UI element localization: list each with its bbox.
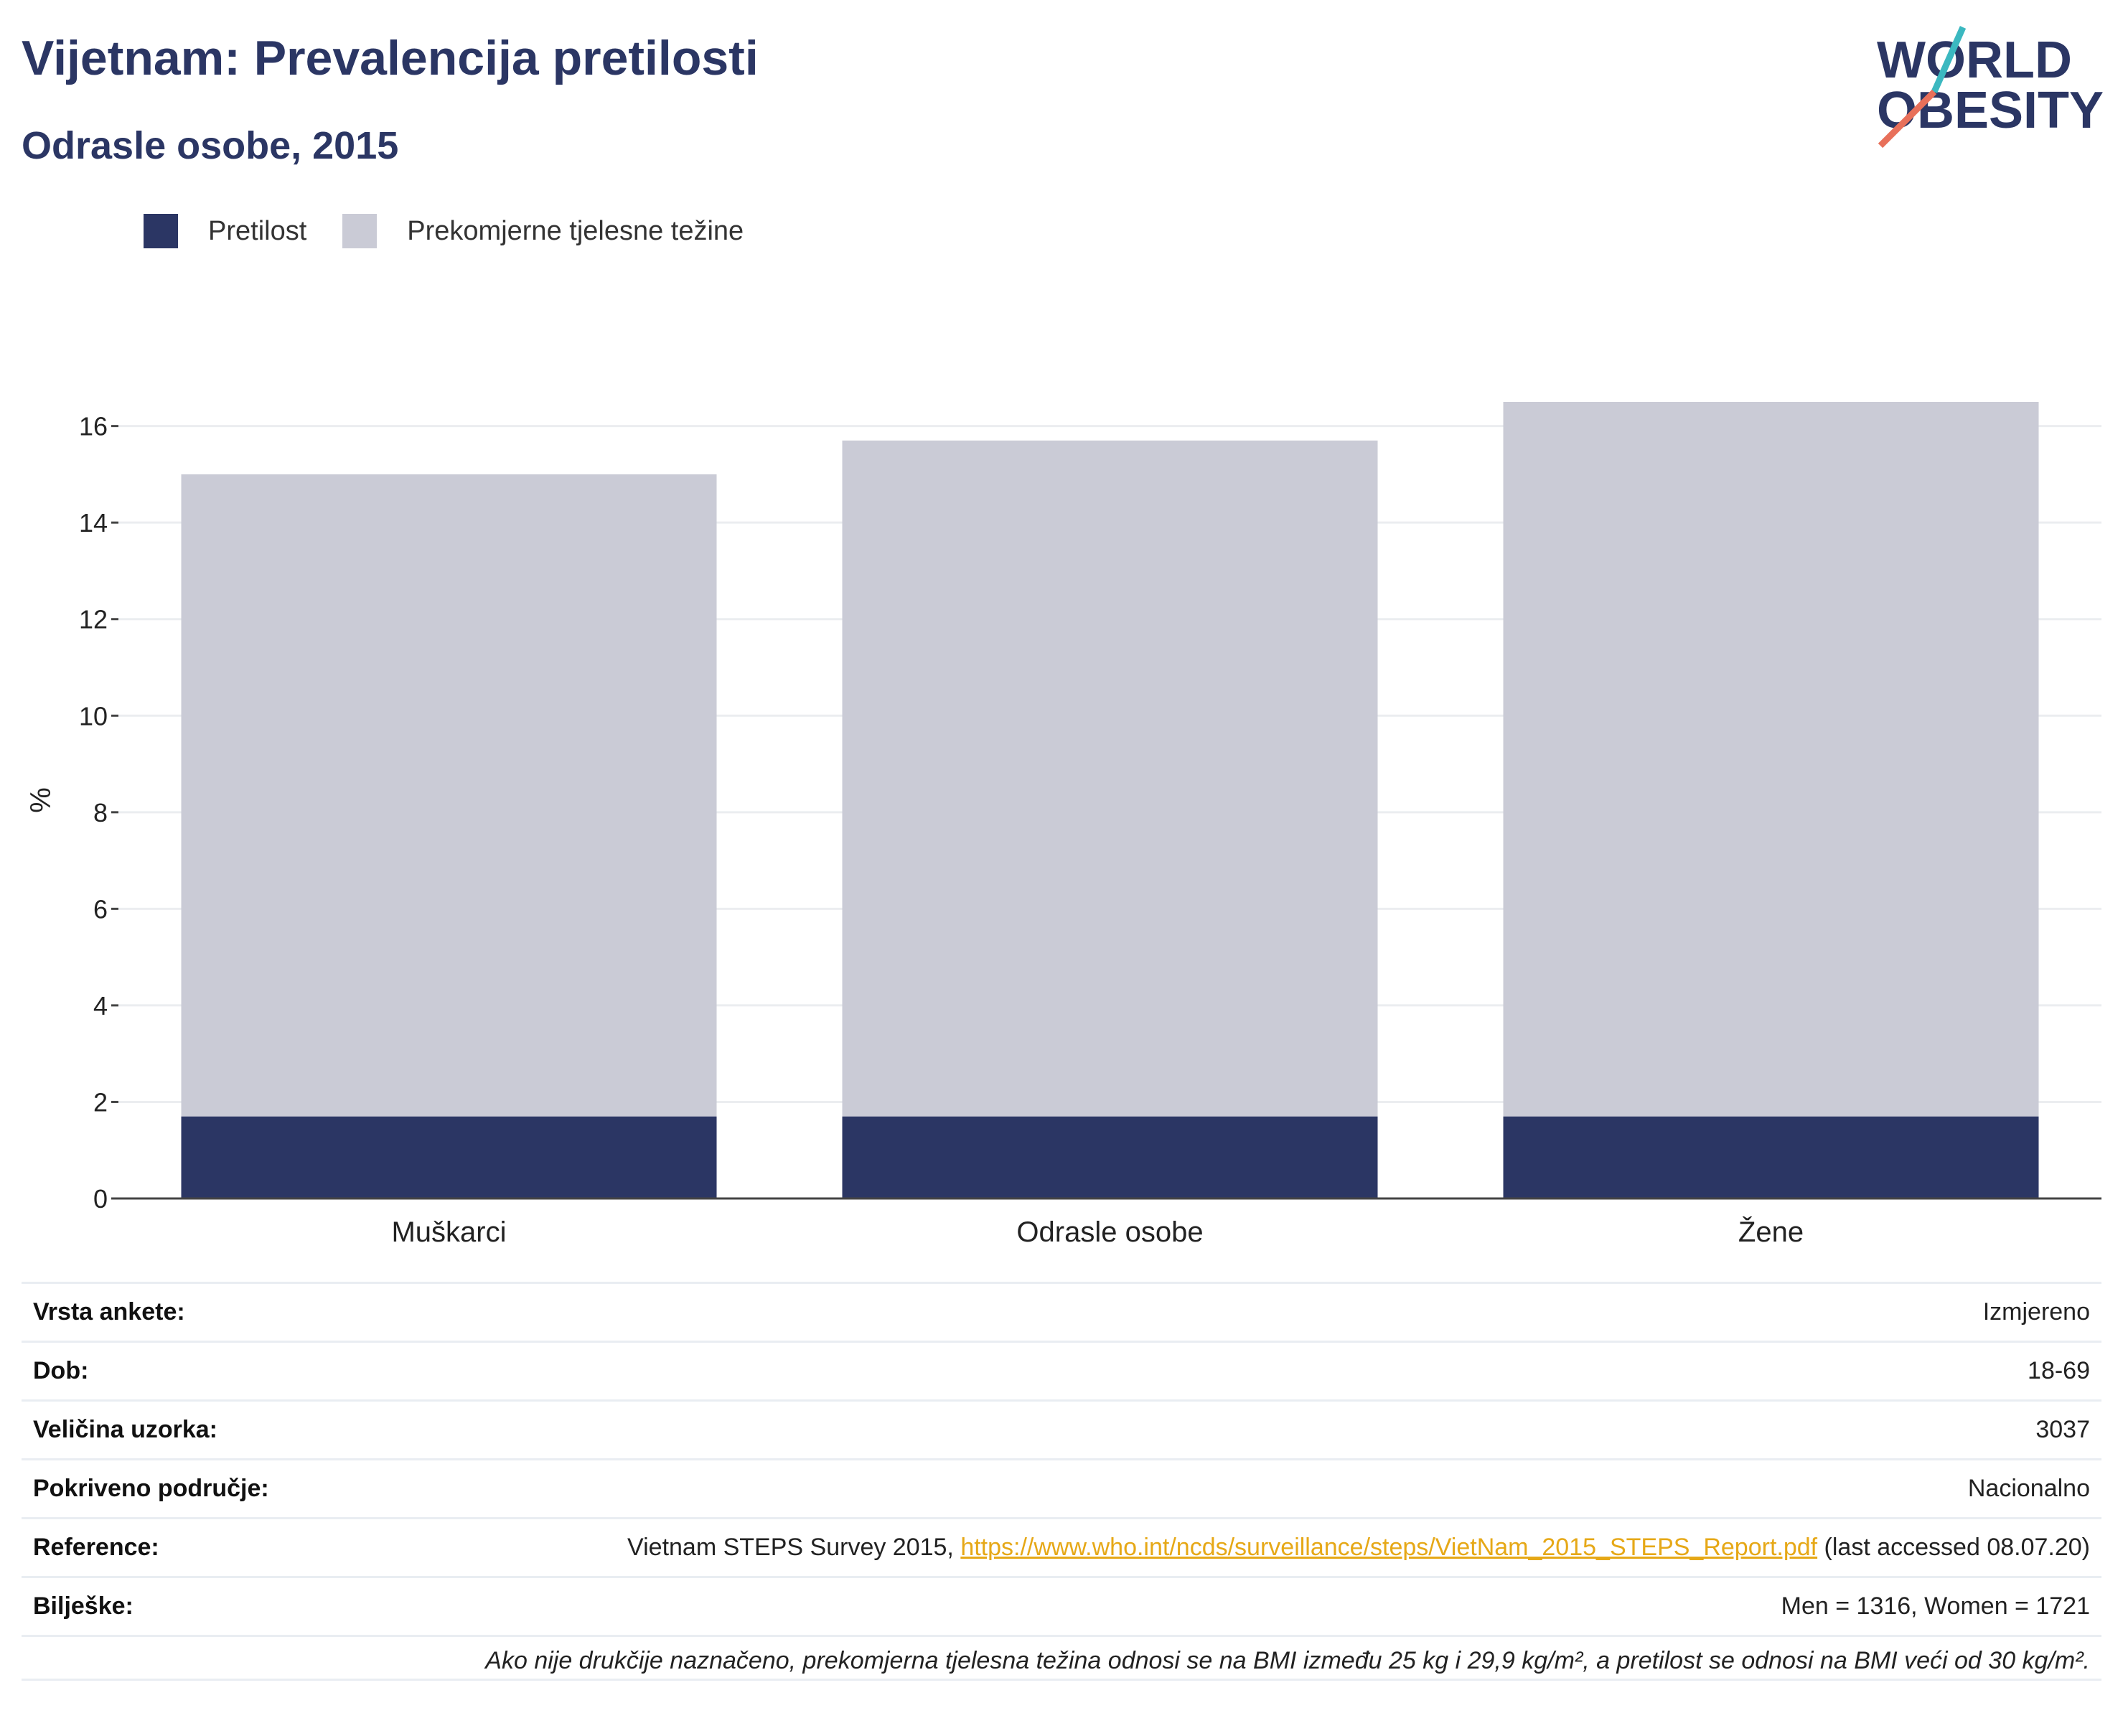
meta-row: Dob: 18-69 bbox=[22, 1341, 2101, 1399]
bar-chart: 0 2 4 6 8 10 12 14 16% Muškarci Odrasle osobe Žene bbox=[25, 402, 2101, 1248]
legend-label-overweight: Prekomjerne tjelesne težine bbox=[407, 215, 744, 246]
reference-value: Vietnam STEPS Survey 2015, https://www.w… bbox=[627, 1534, 2090, 1562]
y-tick-label: 14 bbox=[79, 508, 108, 538]
reference-link[interactable]: https://www.who.int/ncds/surveillance/st… bbox=[960, 1534, 1818, 1561]
meta-label: Dob: bbox=[33, 1357, 89, 1384]
reference-row: Reference: Vietnam STEPS Survey 2015, ht… bbox=[22, 1517, 2101, 1576]
bar-obesity bbox=[181, 1116, 717, 1198]
y-tick-label: 2 bbox=[93, 1087, 108, 1117]
chart-subtitle: Odrasle osobe, 2015 bbox=[22, 124, 399, 167]
meta-label: Vrsta ankete: bbox=[33, 1298, 185, 1326]
meta-row: Veličina uzorka: 3037 bbox=[22, 1399, 2101, 1458]
y-axis-label: % bbox=[25, 787, 57, 813]
y-tick-label: 12 bbox=[79, 605, 108, 634]
logo-line-1: WORLD bbox=[1877, 32, 2072, 89]
bar-obesity bbox=[842, 1116, 1378, 1198]
meta-row: Vrsta ankete: Izmjereno bbox=[22, 1282, 2101, 1341]
x-tick-label: Žene bbox=[1738, 1216, 1804, 1248]
notes-row: Bilješke: Men = 1316, Women = 1721 bbox=[22, 1576, 2101, 1635]
bar-overweight bbox=[1503, 402, 2039, 1117]
legend-item-obesity[interactable]: Pretilost bbox=[144, 214, 306, 248]
meta-row: Pokriveno područje: Nacionalno bbox=[22, 1458, 2101, 1517]
meta-value: 3037 bbox=[2035, 1416, 2090, 1443]
legend: Pretilost Prekomjerne tjelesne težine bbox=[144, 214, 779, 248]
y-tick-label: 10 bbox=[79, 701, 108, 731]
meta-label: Veličina uzorka: bbox=[33, 1416, 217, 1443]
logo-slash-teal bbox=[1931, 26, 1967, 93]
meta-value: Nacionalno bbox=[1967, 1475, 2090, 1502]
survey-details-table: Vrsta ankete: Izmjereno Dob: 18-69 Veličina … bbox=[22, 1282, 2101, 1681]
reference-suffix: (last accessed 08.07.20) bbox=[1817, 1534, 2090, 1561]
reference-prefix: Vietnam STEPS Survey 2015, bbox=[627, 1534, 961, 1561]
world-obesity-logo: WORLD OBESITY bbox=[1877, 26, 2104, 149]
legend-label-obesity: Pretilost bbox=[208, 215, 307, 246]
legend-swatch-overweight bbox=[342, 214, 378, 248]
meta-value: 18-69 bbox=[2028, 1357, 2090, 1384]
legend-item-overweight[interactable]: Prekomjerne tjelesne težine bbox=[342, 214, 744, 248]
notes-label: Bilješke: bbox=[33, 1592, 133, 1620]
y-tick-label: 8 bbox=[93, 798, 108, 827]
y-tick-label: 4 bbox=[93, 991, 108, 1021]
footnote: Ako nije drukčije naznačeno, prekomjerna… bbox=[22, 1635, 2101, 1681]
legend-swatch-obesity bbox=[144, 214, 178, 248]
x-tick-label: Muškarci bbox=[391, 1216, 506, 1248]
logo-slash-coral bbox=[1878, 89, 1937, 149]
bar-obesity bbox=[1503, 1116, 2039, 1198]
y-tick-label: 0 bbox=[93, 1184, 108, 1214]
reference-label: Reference: bbox=[33, 1534, 159, 1561]
x-tick-label: Odrasle osobe bbox=[1016, 1216, 1203, 1248]
meta-label: Pokriveno područje: bbox=[33, 1475, 269, 1502]
chart-title: Vijetnam: Prevalencija pretilosti bbox=[22, 31, 759, 85]
notes-value: Men = 1316, Women = 1721 bbox=[1781, 1592, 2090, 1620]
y-tick-label: 6 bbox=[93, 894, 108, 924]
bar-overweight bbox=[842, 440, 1378, 1117]
meta-value: Izmjereno bbox=[1982, 1298, 2090, 1326]
bar-overweight bbox=[181, 474, 717, 1117]
logo-line-2: OBESITY bbox=[1877, 82, 2104, 139]
y-tick-label: 16 bbox=[79, 412, 108, 441]
